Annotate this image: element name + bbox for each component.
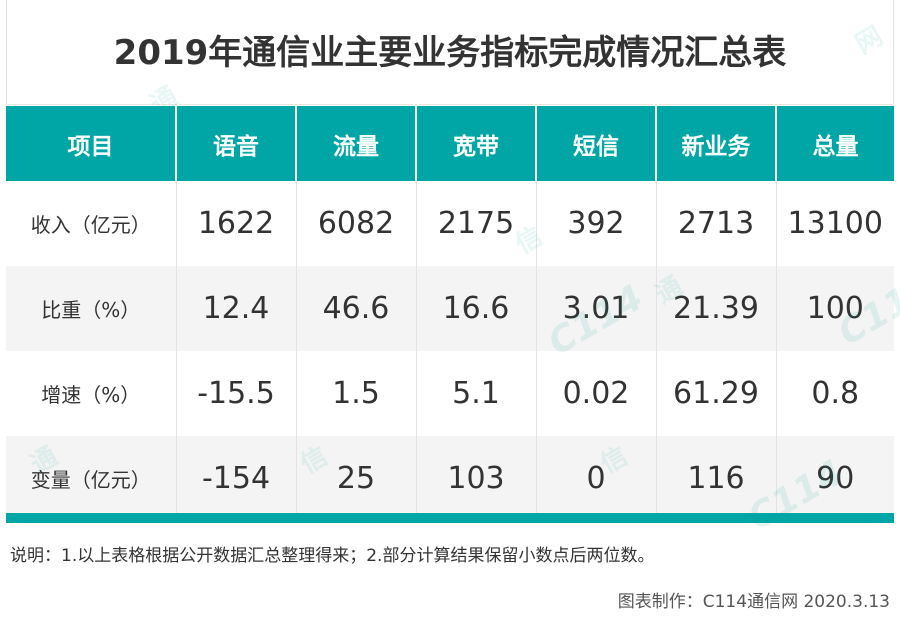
table-bottom-bar (6, 513, 894, 523)
table-cell: 2713 (655, 181, 776, 266)
row-label: 比重（%） (6, 266, 176, 351)
table-cell: 0.02 (535, 351, 656, 436)
table-cell: 3.01 (535, 266, 656, 351)
table-cell: 0.8 (775, 351, 894, 436)
table-cell: -15.5 (175, 351, 296, 436)
table-cell: 12.4 (175, 266, 296, 351)
column-header-data-traffic: 流量 (295, 106, 416, 181)
table-cell: -154 (175, 436, 296, 521)
row-label: 收入（亿元） (6, 181, 176, 266)
table-cell: 0 (535, 436, 656, 521)
table-cell: 46.6 (295, 266, 416, 351)
table-cell: 116 (655, 436, 776, 521)
table-cell: 100 (775, 266, 894, 351)
table-row-share: 比重（%） 12.4 46.6 16.6 3.01 21.39 100 (6, 266, 894, 351)
column-header-item: 项目 (6, 106, 176, 181)
table-cell: 392 (535, 181, 656, 266)
table-cell: 2175 (415, 181, 536, 266)
title-divider (6, 104, 894, 105)
table-row-change: 变量（亿元） -154 25 103 0 116 90 (6, 436, 894, 521)
table-row-revenue: 收入（亿元） 1622 6082 2175 392 2713 13100 (6, 181, 894, 266)
table-cell: 6082 (295, 181, 416, 266)
table-cell: 5.1 (415, 351, 536, 436)
footnote: 说明：1.以上表格根据公开数据汇总整理得来；2.部分计算结果保留小数点后两位数。 (10, 546, 655, 566)
table-cell: 25 (295, 436, 416, 521)
column-header-sms: 短信 (535, 106, 656, 181)
credit-line: 图表制作：C114通信网 2020.3.13 (617, 592, 890, 612)
column-header-new-business: 新业务 (655, 106, 776, 181)
row-label: 变量（亿元） (6, 436, 176, 521)
table-cell: 16.6 (415, 266, 536, 351)
row-label: 增速（%） (6, 351, 176, 436)
table-cell: 13100 (775, 181, 894, 266)
page-title: 2019年通信业主要业务指标完成情况汇总表 (113, 33, 787, 73)
summary-table: 项目 语音 流量 宽带 短信 新业务 总量 收入（亿元） 1622 6082 2… (6, 106, 894, 521)
table-cell: 61.29 (655, 351, 776, 436)
table-cell: 90 (775, 436, 894, 521)
table-cell: 21.39 (655, 266, 776, 351)
column-header-total: 总量 (775, 106, 894, 181)
column-header-voice: 语音 (175, 106, 296, 181)
header-row: 项目 语音 流量 宽带 短信 新业务 总量 (6, 106, 894, 181)
table-cell: 103 (415, 436, 536, 521)
table-cell: 1.5 (295, 351, 416, 436)
column-header-broadband: 宽带 (415, 106, 536, 181)
table-cell: 1622 (175, 181, 296, 266)
table-row-growth: 增速（%） -15.5 1.5 5.1 0.02 61.29 0.8 (6, 351, 894, 436)
